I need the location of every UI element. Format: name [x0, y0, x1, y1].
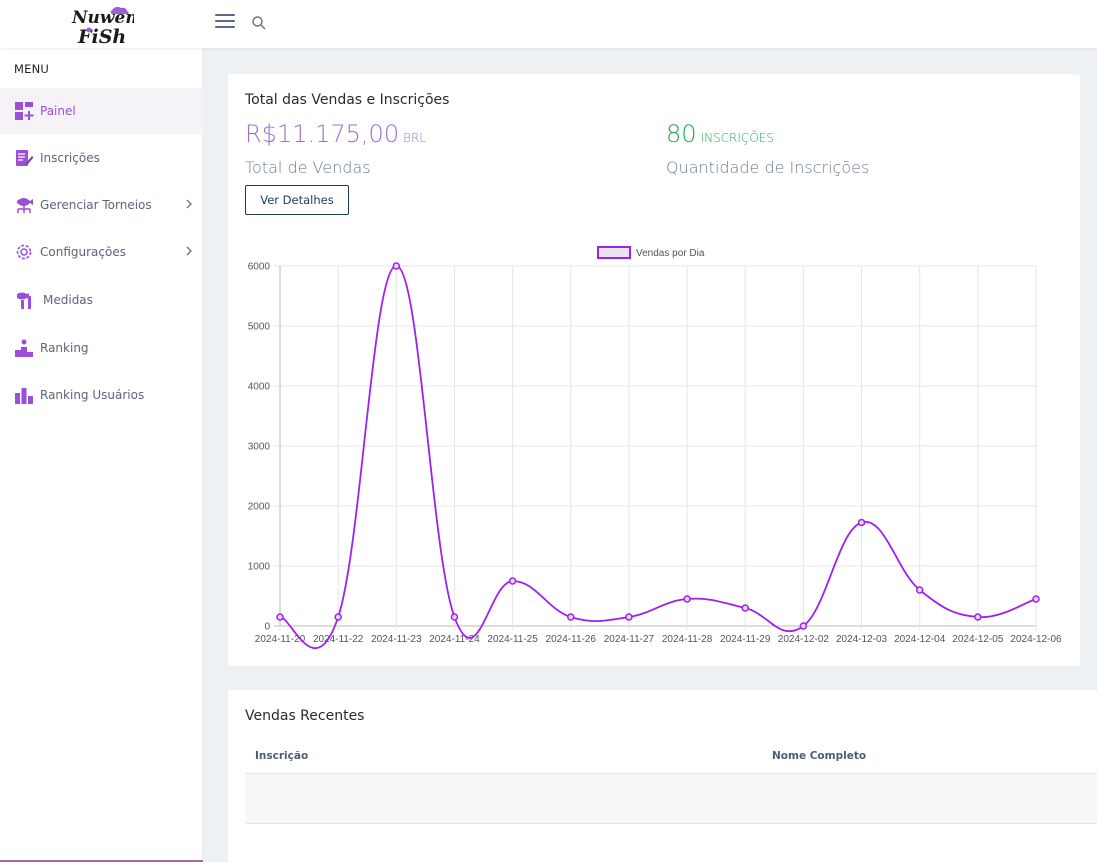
data-point [799, 622, 808, 630]
y-tick-label: 1000 [248, 562, 271, 573]
data-point [974, 613, 982, 621]
view-details-button[interactable]: Ver Detalhes [245, 185, 349, 215]
card-title: Total das Vendas e Inscrições [245, 92, 450, 108]
sidebar-item-label: Ranking [40, 341, 89, 355]
data-point [683, 595, 691, 603]
y-tick-label: 4000 [248, 382, 271, 393]
x-tick-label: 2024-11-27 [604, 634, 655, 645]
menu-heading: MENU [14, 62, 50, 76]
column-header-inscricao[interactable]: Inscrição [255, 750, 309, 762]
data-point [450, 613, 459, 621]
data-point [625, 613, 633, 621]
y-tick-label: 5000 [248, 322, 271, 333]
sidebar-item-label: Painel [40, 104, 76, 118]
edit-document-icon [14, 148, 34, 168]
registrations-label: Quantidade de Inscrições [666, 158, 870, 177]
tournament-icon [14, 195, 34, 215]
x-tick-label: 2024-11-25 [487, 634, 538, 645]
sidebar-item-medidas[interactable]: Medidas [0, 277, 203, 323]
column-header-nome-completo[interactable]: Nome Completo [772, 750, 867, 762]
brand-logo[interactable]: Nuwem FiSh [68, 4, 143, 48]
sidebar-item-label: Inscrições [40, 151, 100, 165]
x-tick-label: 2024-12-03 [836, 634, 888, 645]
sales-per-day-chart: 0 1000 2000 3000 4000 5000 6000 2024-11-20 2024-… [248, 246, 1062, 649]
measure-fish-icon [14, 290, 34, 310]
x-tick-label: 2024-11-24 [429, 634, 480, 645]
table-header: Inscrição Nome Completo [245, 742, 1097, 774]
legend-label: Vendas por Dia [636, 248, 705, 259]
x-tick-label: 2024-11-26 [546, 634, 597, 645]
sidebar-item-label: Gerenciar Torneios [40, 198, 152, 212]
data-point [334, 613, 342, 621]
x-tick-label: 2024-12-05 [952, 634, 1004, 645]
podium-icon [14, 338, 34, 358]
sales-summary-card: Total das Vendas e Inscrições R$11.175,0… [228, 74, 1080, 666]
series-line-vendas-por-dia [279, 265, 1037, 649]
x-tick-label: 2024-11-22 [313, 634, 364, 645]
sidebar: MENU Painel Inscrições [0, 48, 203, 862]
sidebar-item-ranking[interactable]: Ranking [0, 325, 203, 371]
x-tick-label: 2024-11-29 [720, 634, 771, 645]
svg-text:Nuwem: Nuwem [71, 8, 134, 28]
table-row [245, 774, 1097, 824]
sidebar-item-gerenciar-torneios[interactable]: Gerenciar Torneios [0, 182, 203, 228]
data-point [741, 604, 749, 612]
svg-text:FiSh: FiSh [77, 26, 126, 46]
y-tick-label: 3000 [248, 442, 271, 453]
x-tick-label: 2024-11-20 [255, 634, 306, 645]
sales-amount: R$11.175,00 [245, 120, 400, 148]
data-point [1032, 595, 1040, 603]
sales-total: R$11.175,00 BRL [245, 120, 426, 148]
sales-currency: BRL [403, 131, 426, 145]
dashboard-icon [14, 101, 34, 121]
sidebar-item-label: Medidas [43, 293, 93, 307]
chevron-right-icon [185, 198, 193, 210]
registrations-unit: INSCRIÇÕES [700, 131, 774, 145]
data-point [915, 586, 924, 594]
sidebar-bottom-accent [0, 860, 203, 862]
bar-ranking-icon [14, 385, 34, 405]
registrations-count: 80 [666, 120, 697, 148]
sidebar-item-inscricoes[interactable]: Inscrições [0, 135, 203, 181]
card-title: Vendas Recentes [245, 708, 365, 724]
y-tick-label: 6000 [248, 262, 271, 273]
y-tick-label: 2000 [248, 502, 271, 513]
chevron-right-icon [185, 245, 193, 257]
search-icon[interactable] [251, 15, 267, 31]
data-point [508, 577, 517, 585]
recent-sales-card: Vendas Recentes Inscrição Nome Completo [228, 690, 1097, 862]
gear-icon [14, 242, 34, 262]
y-tick-label: 0 [264, 622, 270, 633]
legend-swatch [597, 246, 631, 259]
data-point [276, 613, 284, 621]
x-tick-label: 2024-11-28 [662, 634, 713, 645]
x-tick-label: 2024-11-23 [371, 634, 422, 645]
top-bar: Nuwem FiSh [0, 0, 1097, 48]
sidebar-item-ranking-usuarios[interactable]: Ranking Usuários [0, 372, 203, 418]
menu-toggle-icon[interactable] [215, 14, 235, 30]
sidebar-item-label: Ranking Usuários [40, 388, 145, 402]
x-tick-label: 2024-12-02 [778, 634, 830, 645]
x-tick-label: 2024-12-04 [894, 634, 946, 645]
data-point [392, 262, 401, 270]
sidebar-item-label: Configurações [40, 245, 126, 259]
sales-label: Total de Vendas [245, 158, 371, 177]
data-point [567, 613, 575, 621]
sidebar-item-painel[interactable]: Painel [0, 88, 203, 134]
sidebar-item-configuracoes[interactable]: Configurações [0, 229, 203, 275]
x-tick-label: 2024-12-06 [1010, 634, 1062, 645]
data-point [857, 518, 866, 527]
registrations-total: 80 INSCRIÇÕES [666, 120, 774, 148]
